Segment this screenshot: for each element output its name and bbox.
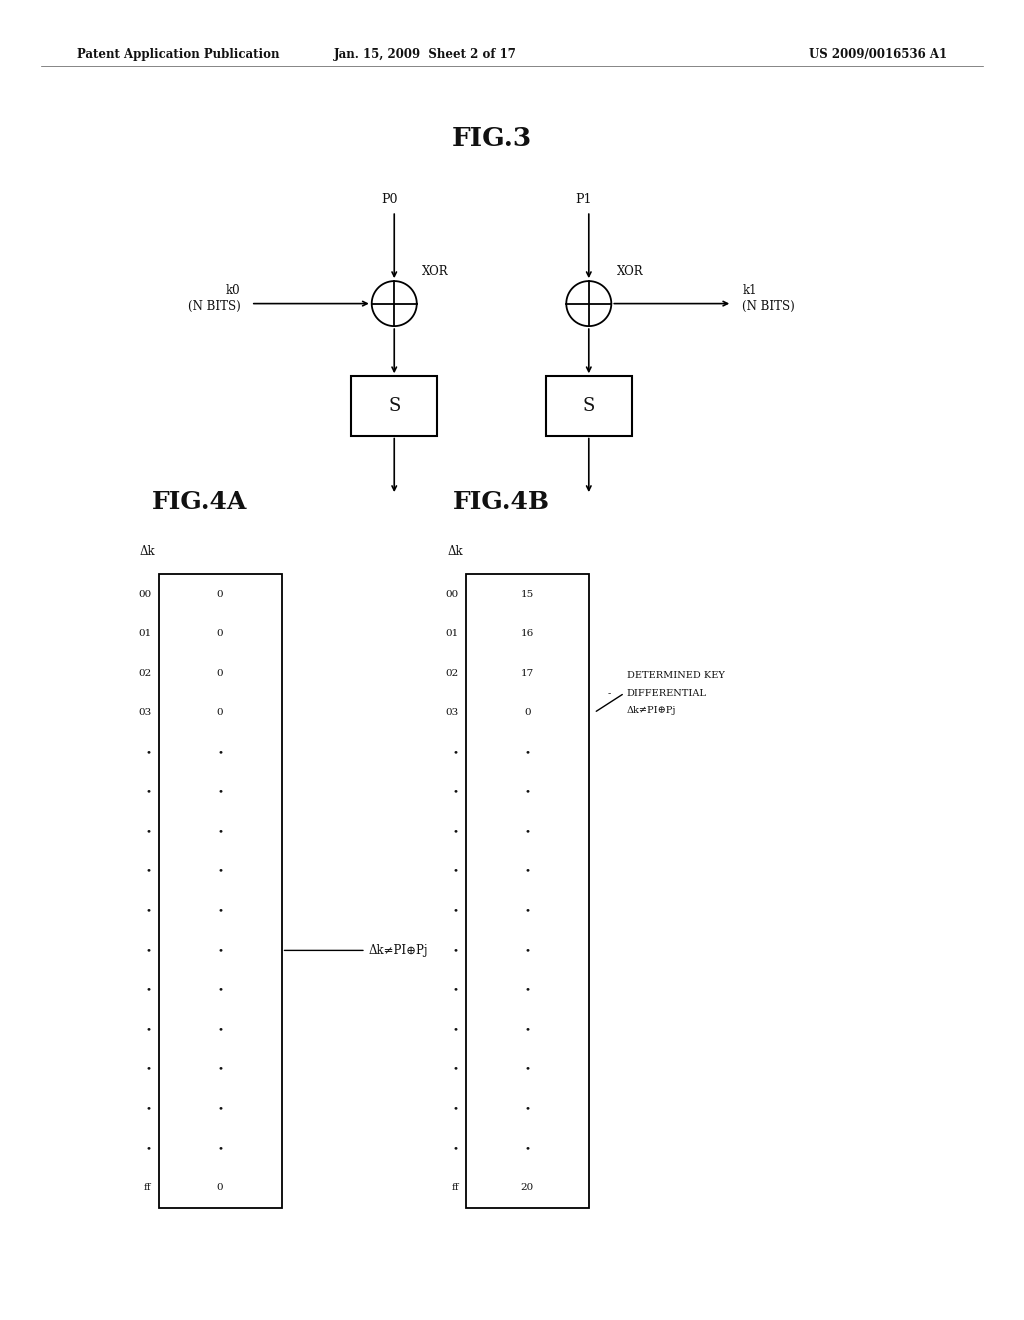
Text: •: • (453, 828, 459, 836)
Text: •: • (524, 828, 530, 836)
Text: Δk≠PI⊕Pj: Δk≠PI⊕Pj (627, 706, 676, 714)
Text: 00: 00 (138, 590, 152, 598)
Text: •: • (217, 986, 223, 994)
Text: •: • (217, 867, 223, 875)
Text: 0: 0 (217, 590, 223, 598)
Text: •: • (145, 788, 152, 796)
Text: •: • (453, 1026, 459, 1034)
Text: Δk: Δk (447, 545, 463, 558)
Text: 17: 17 (521, 669, 534, 677)
Text: •: • (145, 907, 152, 915)
Text: S: S (388, 397, 400, 414)
Text: 02: 02 (445, 669, 459, 677)
Text: •: • (217, 907, 223, 915)
Bar (466, 574, 589, 1208)
Text: •: • (217, 748, 223, 756)
Text: •: • (217, 1144, 223, 1152)
Text: FIG.4A: FIG.4A (152, 490, 248, 513)
Text: •: • (145, 748, 152, 756)
Text: •: • (453, 907, 459, 915)
Bar (159, 574, 282, 1208)
Text: •: • (453, 1105, 459, 1113)
Text: Δk≠PI⊕Pj: Δk≠PI⊕Pj (285, 944, 428, 957)
Text: •: • (145, 1065, 152, 1073)
Text: 01: 01 (445, 630, 459, 638)
Text: •: • (453, 788, 459, 796)
Text: 00: 00 (445, 590, 459, 598)
Text: •: • (145, 946, 152, 954)
Text: •: • (145, 986, 152, 994)
Text: •: • (217, 788, 223, 796)
Text: FIG.4B: FIG.4B (454, 490, 550, 513)
Text: P1: P1 (575, 193, 592, 206)
Text: •: • (145, 1026, 152, 1034)
Text: •: • (453, 867, 459, 875)
Text: •: • (524, 1105, 530, 1113)
Bar (546, 376, 632, 436)
Text: 0: 0 (217, 630, 223, 638)
Text: •: • (524, 748, 530, 756)
Text: •: • (453, 946, 459, 954)
Bar (351, 376, 437, 436)
Text: k1
(N BITS): k1 (N BITS) (742, 284, 796, 313)
Text: 03: 03 (138, 709, 152, 717)
Text: DETERMINED KEY: DETERMINED KEY (627, 671, 725, 680)
Text: •: • (524, 1026, 530, 1034)
Text: •: • (145, 867, 152, 875)
Text: 16: 16 (521, 630, 534, 638)
Text: •: • (524, 1065, 530, 1073)
Text: •: • (524, 907, 530, 915)
Text: S: S (583, 397, 595, 414)
Text: ff: ff (452, 1184, 459, 1192)
Text: Patent Application Publication: Patent Application Publication (77, 48, 280, 61)
Text: 0: 0 (217, 1184, 223, 1192)
Text: 20: 20 (521, 1184, 534, 1192)
Text: 15: 15 (521, 590, 534, 598)
Text: •: • (453, 1144, 459, 1152)
Text: •: • (217, 828, 223, 836)
Text: k0
(N BITS): k0 (N BITS) (187, 284, 241, 313)
Text: P0: P0 (381, 193, 397, 206)
Text: •: • (524, 867, 530, 875)
Text: •: • (217, 946, 223, 954)
Text: •: • (453, 748, 459, 756)
Text: •: • (453, 1065, 459, 1073)
Text: •: • (217, 1026, 223, 1034)
Text: •: • (217, 1065, 223, 1073)
Text: •: • (524, 986, 530, 994)
Text: ff: ff (144, 1184, 152, 1192)
Text: Jan. 15, 2009  Sheet 2 of 17: Jan. 15, 2009 Sheet 2 of 17 (334, 48, 516, 61)
Text: XOR: XOR (422, 265, 449, 279)
Text: 0: 0 (217, 669, 223, 677)
Text: 03: 03 (445, 709, 459, 717)
Text: Δk: Δk (140, 545, 156, 558)
Text: XOR: XOR (616, 265, 643, 279)
Text: •: • (524, 946, 530, 954)
Text: DIFFERENTIAL: DIFFERENTIAL (627, 689, 707, 697)
Text: -: - (608, 689, 614, 697)
Text: •: • (453, 986, 459, 994)
Text: 01: 01 (138, 630, 152, 638)
Text: FIG.3: FIG.3 (452, 127, 531, 150)
Text: US 2009/0016536 A1: US 2009/0016536 A1 (809, 48, 947, 61)
Text: •: • (524, 788, 530, 796)
Text: •: • (145, 828, 152, 836)
Text: 0: 0 (217, 709, 223, 717)
Text: •: • (217, 1105, 223, 1113)
Text: •: • (524, 1144, 530, 1152)
Text: 0: 0 (524, 709, 530, 717)
Text: 02: 02 (138, 669, 152, 677)
Text: •: • (145, 1144, 152, 1152)
Text: •: • (145, 1105, 152, 1113)
